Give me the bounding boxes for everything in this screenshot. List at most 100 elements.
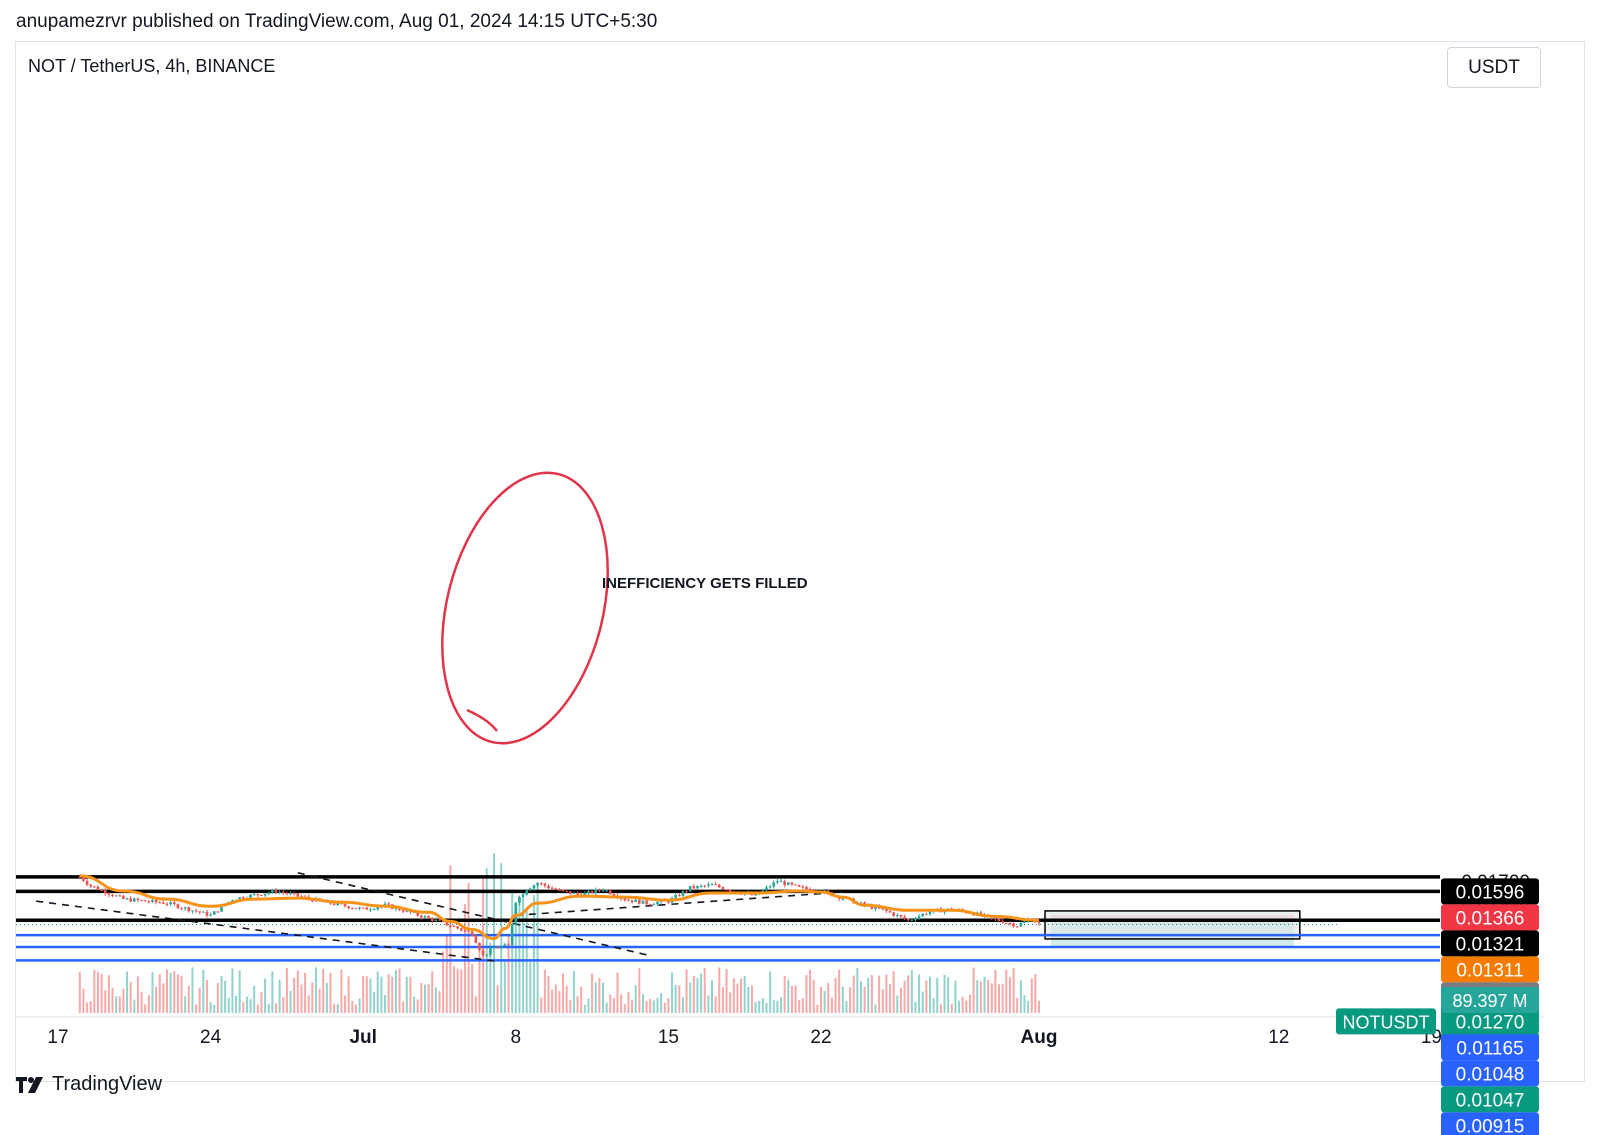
volume-bar: [809, 969, 812, 1013]
volume-bar: [89, 1001, 92, 1013]
candle: [569, 891, 572, 896]
candle: [122, 894, 125, 900]
volume-bar: [994, 969, 997, 1013]
candle: [608, 889, 612, 895]
volume-bar: [394, 970, 397, 1013]
currency-selector[interactable]: USDT: [1447, 47, 1541, 88]
candle: [289, 890, 292, 896]
volume-bar: [983, 976, 986, 1013]
price-label: 0.01165: [1441, 1034, 1539, 1061]
annotation-text: INEFFICIENCY GETS FILLED: [602, 575, 808, 592]
volume-bar: [852, 975, 855, 1013]
volume-bar: [729, 992, 732, 1013]
candle: [925, 912, 928, 916]
volume-bar: [314, 967, 317, 1013]
volume-bar: [754, 1002, 757, 1013]
volume-bar: [790, 986, 793, 1013]
candle: [96, 885, 100, 891]
volume-bar: [961, 996, 964, 1013]
candle: [478, 942, 481, 952]
candle: [172, 900, 176, 906]
candle: [420, 914, 423, 920]
price-label-text: 0.00915: [1456, 1116, 1525, 1135]
candle: [449, 922, 452, 929]
volume-bar: [968, 994, 971, 1013]
volume-bar: [910, 970, 913, 1013]
volume-bar: [805, 975, 808, 1013]
candle: [1019, 921, 1023, 927]
volume-bar: [282, 997, 285, 1013]
candle: [641, 900, 645, 904]
volume-bar: [78, 971, 81, 1013]
volume-bar: [231, 968, 234, 1013]
volume-bar: [264, 978, 267, 1013]
volume-bar: [471, 963, 474, 1013]
candle: [169, 899, 172, 907]
volume-bar: [242, 1002, 245, 1013]
candle: [263, 893, 267, 897]
volume-bar: [96, 971, 99, 1013]
candle: [696, 885, 699, 890]
candle: [198, 911, 201, 915]
candle: [688, 886, 692, 892]
volume-bar: [329, 972, 332, 1013]
volume-bar: [405, 976, 408, 1013]
candle: [499, 945, 503, 949]
volume-bar: [685, 969, 688, 1013]
candle: [285, 891, 289, 896]
volume-bar: [892, 971, 895, 1013]
volume-bar: [511, 889, 514, 1013]
candle: [1001, 918, 1004, 924]
volume-bar: [271, 971, 274, 1013]
x-tick-label: 15: [658, 1027, 679, 1048]
candle: [267, 891, 271, 896]
volume-bar: [870, 974, 873, 1013]
volume-bar: [652, 1000, 655, 1013]
volume-bar: [783, 975, 786, 1013]
volume-bar: [536, 885, 539, 1013]
candle: [260, 894, 263, 896]
volume-bar: [594, 982, 597, 1013]
candle: [281, 889, 285, 896]
volume-bar: [591, 973, 594, 1013]
volume-bar: [82, 988, 85, 1013]
volume-bar: [718, 967, 721, 1013]
volume-bar: [133, 999, 136, 1013]
candle: [100, 888, 103, 891]
candle: [725, 888, 728, 891]
candle: [1012, 922, 1015, 928]
volume-bar: [769, 971, 772, 1013]
price-label: 0.01311: [1441, 956, 1539, 983]
candle: [685, 890, 688, 894]
volume-bar: [859, 981, 862, 1013]
volume-bar: [711, 980, 713, 1013]
brand-name: TradingView: [52, 1073, 163, 1095]
candle: [539, 882, 543, 886]
volume-bar: [979, 981, 982, 1013]
candle: [558, 887, 561, 891]
volume-bar: [889, 984, 892, 1013]
candle: [896, 913, 899, 918]
candle: [194, 908, 198, 913]
volume-bar: [649, 998, 652, 1013]
volume-bar: [547, 975, 550, 1013]
volume-bar: [1023, 995, 1026, 1013]
volume-bar: [402, 1001, 405, 1013]
volume-bar: [918, 974, 921, 1013]
volume-bar: [936, 977, 939, 1013]
volume-bar: [929, 976, 931, 1013]
volume-bar: [663, 1002, 666, 1013]
candle: [703, 884, 707, 888]
volume-bar: [256, 1004, 259, 1013]
candle: [176, 903, 180, 910]
volume-bar: [602, 982, 604, 1013]
volume-bar: [453, 966, 456, 1013]
volume-bar: [115, 996, 118, 1013]
candle: [365, 906, 369, 910]
volume-bar: [667, 997, 670, 1013]
volume-bar: [765, 1003, 768, 1013]
candle: [801, 884, 805, 890]
candle: [347, 905, 350, 910]
volume-bar: [431, 971, 434, 1013]
